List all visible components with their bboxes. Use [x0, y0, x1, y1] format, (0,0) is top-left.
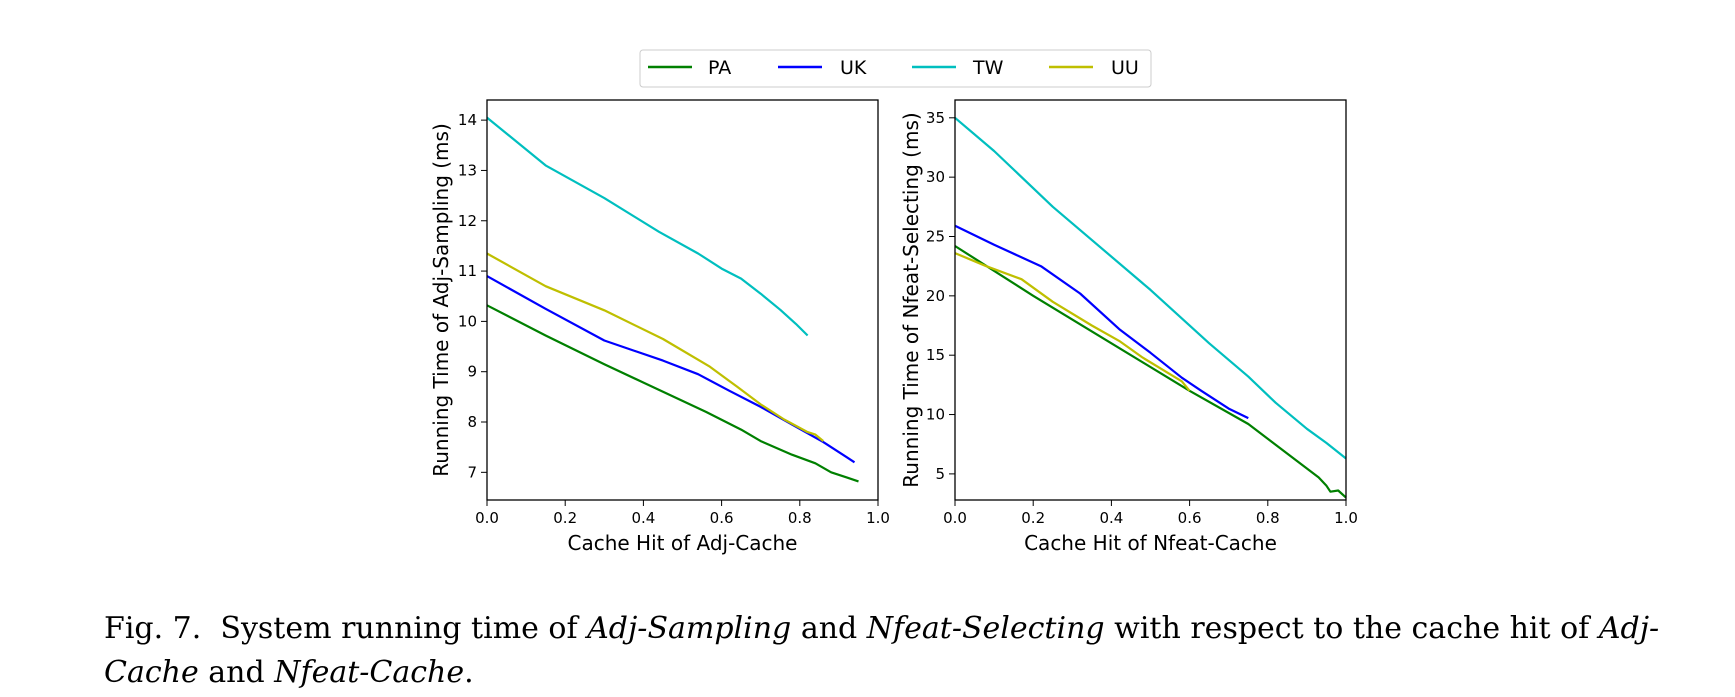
- caption-text-3: with respect to the cache hit of: [1114, 611, 1590, 646]
- nfeat-x-tick-label: 0.8: [1256, 509, 1280, 527]
- adj-series-tw: [486, 116, 809, 337]
- legend: PA UK TW UU: [639, 49, 1152, 88]
- adj-y-tick-label: 13: [458, 161, 477, 179]
- caption-term-nfeat-cache: Nfeat-Cache: [274, 655, 465, 690]
- adj-y-tick-label: 9: [467, 363, 477, 381]
- adj-y-tick-label: 14: [458, 111, 477, 129]
- adj-series-pa: [486, 304, 859, 483]
- adj-y-axis-label: Running Time of Adj-Sampling (ms): [429, 123, 453, 477]
- adj-y-tick-label: 11: [458, 262, 477, 280]
- caption-term-adj-sampling: Adj-Sampling: [587, 611, 792, 646]
- adj-y-tick-label: 12: [458, 212, 477, 230]
- adj-x-tick-label: 0.2: [553, 509, 577, 527]
- nfeat-y-tick-label: 10: [926, 406, 945, 424]
- nfeat-y-tick-label: 15: [926, 346, 945, 364]
- nfeat-y-tick-label: 30: [926, 168, 945, 186]
- legend-label-uk: UK: [840, 57, 867, 79]
- nfeat-x-tick-label: 0.2: [1021, 509, 1045, 527]
- nfeat-selecting-chart: 0.0 0.2 0.4 0.6 0.8 1.0 5 10 15 20 25 30 35 Cache Hit…: [899, 99, 1358, 555]
- caption-text-2: and: [800, 611, 858, 646]
- nfeat-x-axis-label: Cache Hit of Nfeat-Cache: [1024, 531, 1277, 555]
- figure-caption: Fig. 7. System running time of Adj-Sampl…: [104, 607, 1704, 695]
- nfeat-series-pa: [954, 245, 1347, 499]
- legend-label-pa: PA: [708, 57, 731, 79]
- legend-label-tw: TW: [972, 57, 1004, 79]
- caption-text-4: and: [208, 655, 265, 690]
- caption-text-5: .: [464, 655, 474, 690]
- nfeat-y-axis-label: Running Time of Nfeat-Selecting (ms): [899, 112, 923, 487]
- nfeat-y-tick-label: 35: [926, 109, 945, 127]
- adj-x-tick-label: 0.0: [475, 509, 499, 527]
- nfeat-series-tw: [954, 116, 1347, 460]
- adj-series-uu: [486, 252, 824, 442]
- caption-fig-label: Fig. 7.: [104, 611, 202, 646]
- nfeat-x-tick-label: 0.6: [1178, 509, 1202, 527]
- adj-x-tick-label: 0.4: [631, 509, 655, 527]
- nfeat-x-tick-label: 0.0: [943, 509, 967, 527]
- nfeat-y-tick-label: 20: [926, 287, 945, 305]
- legend-box: [639, 49, 1152, 88]
- nfeat-y-tick-label: 5: [935, 465, 945, 483]
- adj-plot-frame: [486, 99, 879, 501]
- adj-sampling-chart: 0.0 0.2 0.4 0.6 0.8 1.0 7 8 9 10 11 12 13 14 Cache Hit…: [429, 99, 890, 555]
- nfeat-series-uu: [954, 252, 1191, 392]
- nfeat-series-uk: [954, 224, 1249, 420]
- nfeat-plot-frame: [954, 99, 1347, 501]
- adj-y-tick-label: 10: [458, 312, 477, 330]
- adj-y-tick-label: 7: [467, 463, 477, 481]
- nfeat-x-tick-label: 1.0: [1334, 509, 1358, 527]
- adj-y-tick-label: 8: [467, 413, 477, 431]
- caption-term-adj-cache: Adj-Cache: [104, 611, 1660, 690]
- nfeat-x-tick-label: 0.4: [1099, 509, 1123, 527]
- nfeat-y-tick-label: 25: [926, 227, 945, 245]
- caption-term-nfeat-selecting: Nfeat-Selecting: [866, 611, 1105, 646]
- adj-x-tick-label: 0.6: [710, 509, 734, 527]
- adj-series-uk: [486, 275, 856, 464]
- legend-label-uu: UU: [1111, 57, 1139, 79]
- caption-text-1: System running time of: [220, 611, 578, 646]
- adj-x-tick-label: 0.8: [788, 509, 812, 527]
- adj-x-tick-label: 1.0: [866, 509, 890, 527]
- adj-x-axis-label: Cache Hit of Adj-Cache: [568, 531, 798, 555]
